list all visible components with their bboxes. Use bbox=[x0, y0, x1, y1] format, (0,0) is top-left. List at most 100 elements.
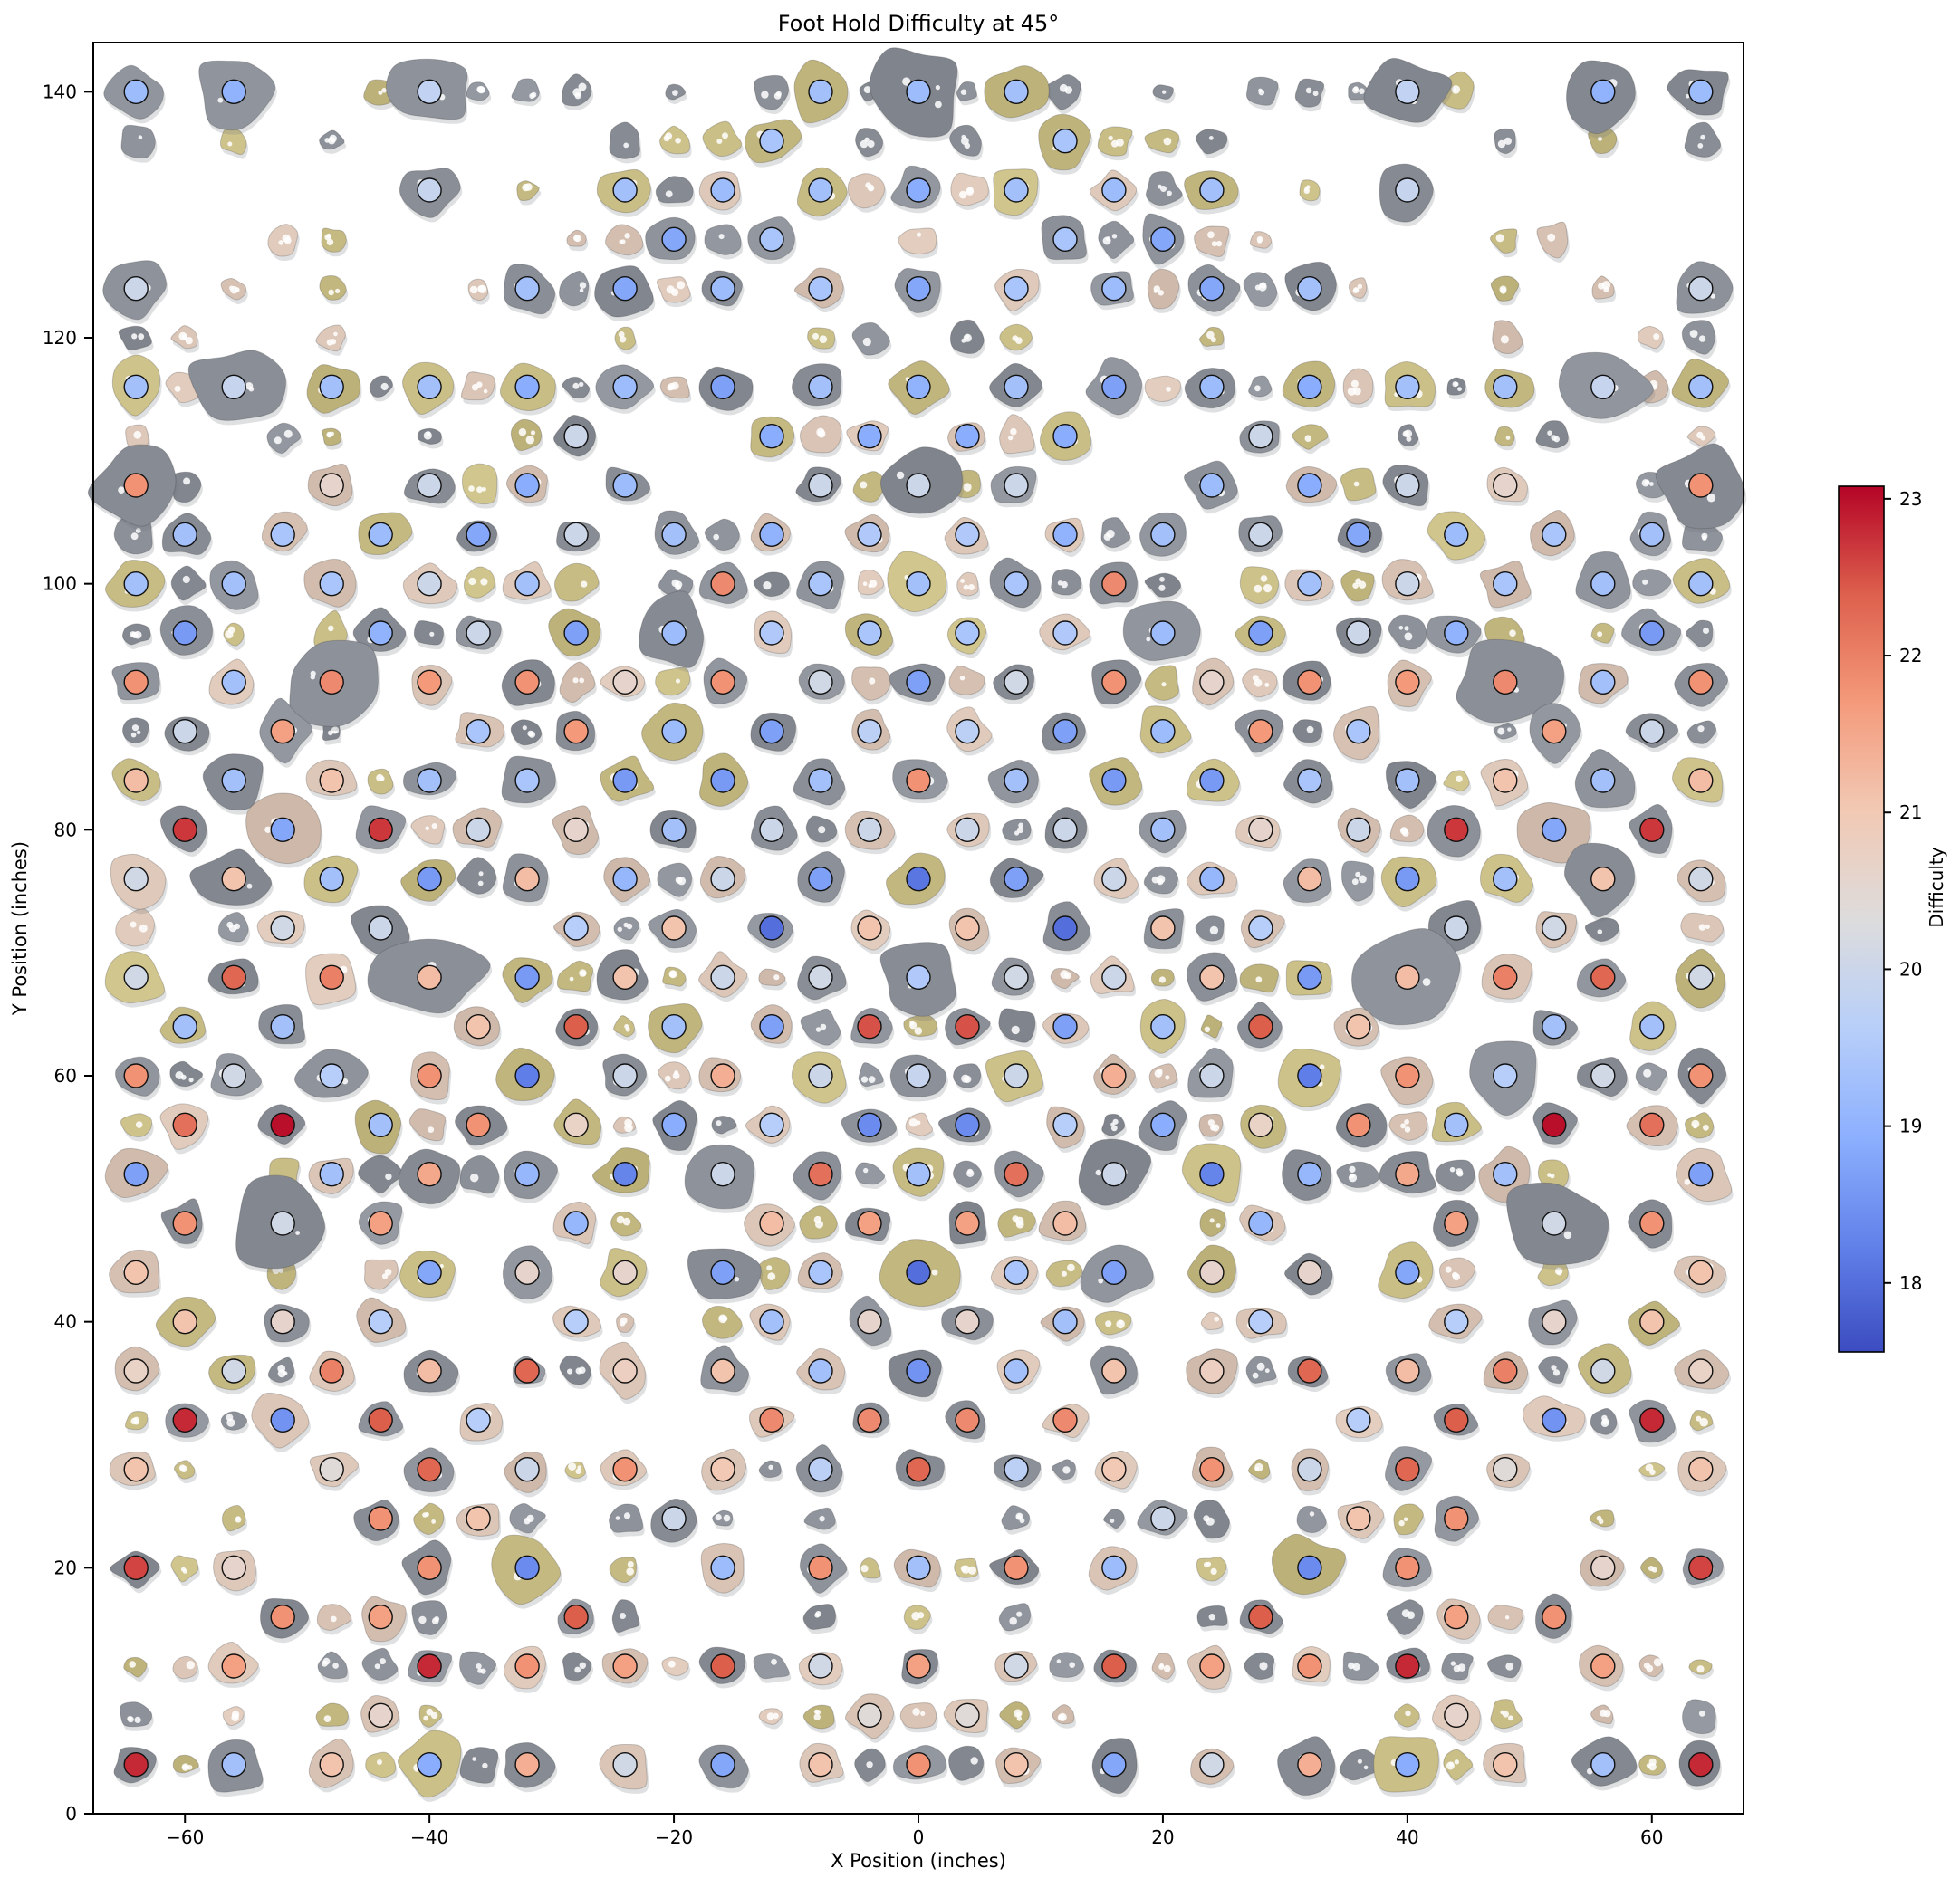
climbing-hold bbox=[953, 1063, 983, 1093]
climbing-hold bbox=[1443, 770, 1472, 796]
difficulty-dot bbox=[612, 669, 638, 695]
climbing-hold bbox=[1144, 129, 1181, 158]
climbing-hold bbox=[1243, 272, 1279, 311]
difficulty-dot bbox=[1395, 1063, 1420, 1088]
difficulty-dot bbox=[1199, 1358, 1225, 1384]
difficulty-dot bbox=[1444, 915, 1469, 941]
difficulty-dot bbox=[1052, 128, 1078, 154]
climbing-hold bbox=[413, 620, 446, 650]
difficulty-dot bbox=[466, 1013, 491, 1040]
difficulty-dot bbox=[270, 522, 295, 547]
chart-title: Foot Hold Difficulty at 45° bbox=[777, 11, 1060, 36]
difficulty-dot bbox=[1395, 1751, 1420, 1778]
difficulty-dot bbox=[857, 1211, 882, 1236]
difficulty-dot bbox=[808, 768, 833, 793]
climbing-hold bbox=[1051, 1459, 1078, 1484]
difficulty-dot bbox=[955, 1407, 980, 1433]
difficulty-dot bbox=[514, 1653, 540, 1679]
difficulty-dot bbox=[857, 915, 882, 941]
difficulty-dot bbox=[221, 1555, 246, 1581]
difficulty-dot bbox=[808, 867, 833, 892]
colorbar-tick-label: 19 bbox=[1899, 1116, 1922, 1137]
difficulty-dot bbox=[1688, 571, 1714, 597]
climbing-hold bbox=[704, 224, 744, 260]
climbing-hold bbox=[1638, 1654, 1665, 1682]
climbing-hold bbox=[1195, 915, 1226, 946]
difficulty-dot bbox=[612, 1653, 638, 1679]
climbing-hold bbox=[1245, 76, 1281, 110]
difficulty-dot bbox=[661, 719, 687, 744]
difficulty-dot bbox=[906, 1456, 931, 1482]
climbing-hold bbox=[903, 1605, 933, 1634]
climbing-hold bbox=[753, 571, 792, 601]
climbing-hold bbox=[121, 717, 150, 748]
difficulty-dot bbox=[857, 817, 882, 842]
difficulty-dot bbox=[759, 424, 784, 449]
climbing-hold bbox=[758, 1460, 783, 1482]
difficulty-dot bbox=[1493, 1063, 1518, 1088]
climbing-hold bbox=[1635, 1062, 1669, 1096]
difficulty-dot bbox=[368, 1112, 393, 1138]
difficulty-dot bbox=[1688, 1751, 1714, 1778]
colorbar-tick-label: 23 bbox=[1899, 488, 1922, 510]
climbing-hold bbox=[289, 639, 380, 732]
difficulty-dot bbox=[563, 1308, 589, 1335]
difficulty-dot bbox=[1639, 620, 1665, 646]
difficulty-dot bbox=[172, 1407, 197, 1433]
climbing-hold bbox=[1245, 1356, 1279, 1388]
y-tick-label: 120 bbox=[43, 327, 77, 349]
difficulty-dot bbox=[1199, 1161, 1225, 1187]
difficulty-dot bbox=[417, 473, 442, 498]
difficulty-dot bbox=[1688, 867, 1714, 892]
climbing-hold bbox=[1584, 917, 1621, 946]
difficulty-dot bbox=[955, 1211, 980, 1236]
climbing-hold bbox=[1386, 1599, 1426, 1640]
difficulty-dot bbox=[808, 964, 833, 991]
climbing-hold bbox=[509, 1502, 548, 1538]
climbing-hold bbox=[1340, 860, 1376, 906]
difficulty-dot bbox=[1542, 522, 1567, 547]
difficulty-dot bbox=[172, 1112, 197, 1138]
difficulty-dot bbox=[1346, 1112, 1371, 1138]
difficulty-dot bbox=[1101, 374, 1127, 399]
difficulty-dot bbox=[1444, 522, 1469, 547]
climbing-hold bbox=[999, 414, 1037, 458]
climbing-hold bbox=[1638, 1462, 1667, 1481]
difficulty-dot bbox=[319, 1456, 344, 1482]
climbing-hold bbox=[566, 229, 589, 252]
difficulty-dot bbox=[417, 1653, 442, 1679]
difficulty-dot bbox=[1297, 374, 1322, 399]
climbing-hold bbox=[1239, 963, 1281, 997]
climbing-hold bbox=[1443, 1749, 1475, 1786]
climbing-hold bbox=[1143, 866, 1180, 899]
difficulty-dot bbox=[1297, 1161, 1322, 1187]
x-tick-label: 0 bbox=[913, 1826, 925, 1848]
difficulty-dot bbox=[270, 1308, 295, 1335]
x-tick-label: −40 bbox=[410, 1826, 448, 1848]
difficulty-dot bbox=[661, 620, 687, 646]
climbing-hold bbox=[461, 463, 499, 509]
difficulty-dot bbox=[221, 867, 246, 892]
climbing-hold bbox=[1494, 128, 1518, 158]
difficulty-dot bbox=[612, 177, 638, 203]
climbing-hold bbox=[1398, 424, 1421, 451]
climbing-hold bbox=[361, 1647, 400, 1685]
difficulty-dot bbox=[906, 177, 931, 203]
difficulty-dot bbox=[1688, 276, 1714, 302]
difficulty-dot bbox=[221, 768, 246, 793]
difficulty-dot bbox=[1150, 522, 1176, 547]
difficulty-dot bbox=[857, 1013, 882, 1040]
climbing-hold bbox=[1242, 668, 1279, 702]
difficulty-dot bbox=[710, 1358, 735, 1384]
difficulty-dot bbox=[466, 719, 491, 744]
difficulty-dot bbox=[955, 719, 980, 744]
climbing-hold bbox=[1342, 1651, 1380, 1685]
difficulty-dot bbox=[514, 1751, 540, 1778]
climbing-hold bbox=[1486, 1654, 1523, 1682]
difficulty-dot bbox=[808, 1653, 833, 1679]
difficulty-dot bbox=[123, 1063, 149, 1088]
climbing-hold bbox=[562, 1651, 594, 1685]
climbing-hold bbox=[898, 227, 938, 259]
difficulty-dot bbox=[1444, 1506, 1469, 1531]
climbing-hold bbox=[365, 1751, 398, 1782]
